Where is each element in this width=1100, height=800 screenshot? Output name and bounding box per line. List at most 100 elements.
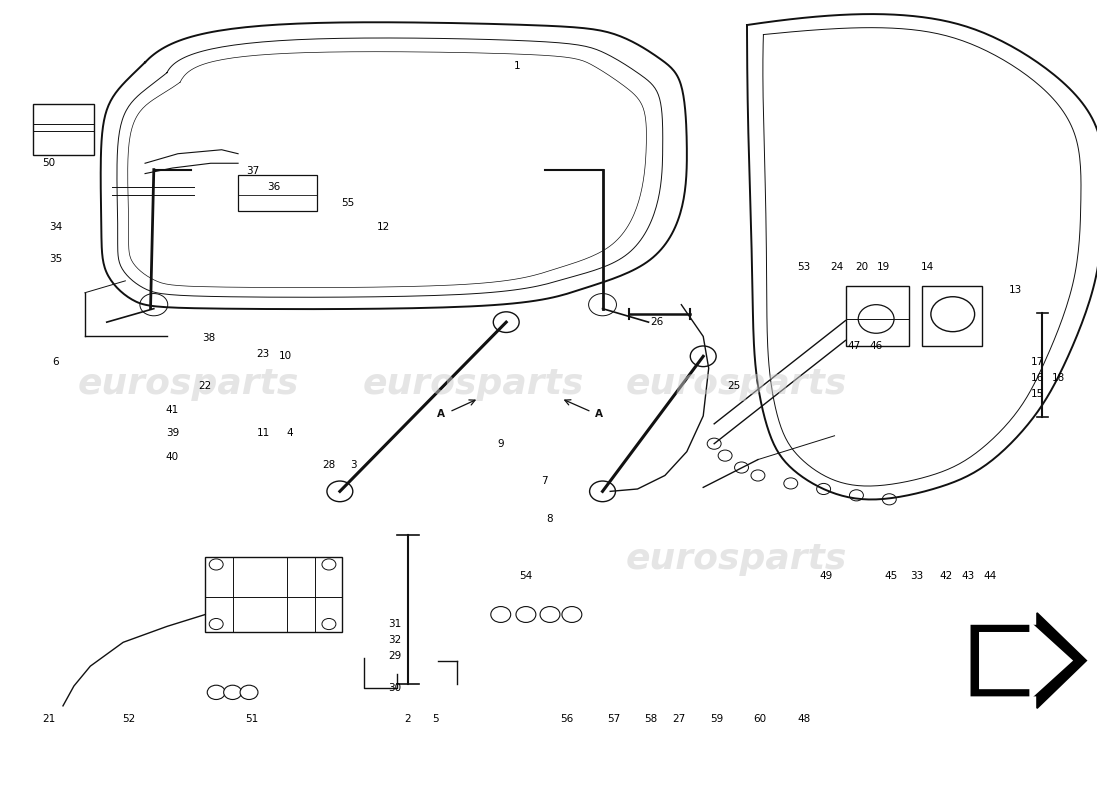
Text: 2: 2: [405, 714, 411, 724]
Text: 38: 38: [202, 333, 216, 343]
Text: 57: 57: [607, 714, 620, 724]
Text: 47: 47: [848, 341, 861, 351]
Text: eurosparts: eurosparts: [363, 367, 584, 401]
Text: 11: 11: [256, 428, 270, 438]
Text: 32: 32: [388, 635, 401, 645]
Circle shape: [223, 686, 242, 699]
Text: 56: 56: [560, 714, 573, 724]
Bar: [922, 286, 982, 346]
Text: 16: 16: [1031, 373, 1044, 382]
Bar: [33, 104, 94, 155]
Text: 20: 20: [856, 262, 869, 271]
Text: 33: 33: [910, 571, 923, 582]
Bar: [846, 286, 909, 346]
Text: 43: 43: [961, 571, 975, 582]
Circle shape: [209, 559, 223, 570]
Text: 42: 42: [939, 571, 953, 582]
Circle shape: [540, 606, 560, 622]
Text: 14: 14: [921, 262, 934, 271]
Text: 59: 59: [710, 714, 723, 724]
Text: 46: 46: [869, 341, 883, 351]
Text: eurosparts: eurosparts: [626, 542, 847, 576]
Circle shape: [691, 346, 716, 366]
Text: 19: 19: [877, 262, 890, 271]
Circle shape: [516, 606, 536, 622]
Text: 8: 8: [547, 514, 553, 524]
Text: 4: 4: [286, 428, 293, 438]
Circle shape: [707, 438, 722, 450]
Circle shape: [140, 294, 167, 316]
Circle shape: [816, 483, 831, 494]
Text: 45: 45: [884, 571, 898, 582]
Text: 53: 53: [798, 262, 811, 271]
Circle shape: [849, 490, 864, 501]
Text: 48: 48: [798, 714, 811, 724]
Text: 49: 49: [820, 571, 833, 582]
Text: 44: 44: [983, 571, 997, 582]
Text: eurosparts: eurosparts: [78, 367, 299, 401]
Text: 40: 40: [166, 452, 179, 462]
Text: 39: 39: [166, 428, 179, 438]
Text: 6: 6: [52, 357, 58, 367]
Text: 34: 34: [48, 222, 62, 232]
Text: eurosparts: eurosparts: [626, 367, 847, 401]
Text: 54: 54: [519, 571, 532, 582]
Circle shape: [590, 481, 616, 502]
Text: 5: 5: [432, 714, 439, 724]
Text: 28: 28: [322, 460, 335, 470]
Text: A: A: [437, 410, 444, 419]
Text: 41: 41: [166, 405, 179, 414]
Text: 25: 25: [727, 381, 740, 390]
Circle shape: [735, 462, 748, 473]
Text: 31: 31: [388, 619, 401, 629]
Text: 12: 12: [377, 222, 390, 232]
Circle shape: [718, 450, 733, 461]
Polygon shape: [979, 621, 1074, 700]
Text: 24: 24: [830, 262, 844, 271]
Text: 36: 36: [267, 182, 280, 192]
Text: 37: 37: [245, 166, 258, 176]
Text: 22: 22: [199, 381, 212, 390]
Text: 23: 23: [256, 349, 270, 359]
Text: 7: 7: [541, 476, 548, 486]
Text: 35: 35: [48, 254, 62, 263]
Text: A: A: [595, 410, 603, 419]
Text: 55: 55: [341, 198, 354, 208]
Circle shape: [491, 606, 510, 622]
Circle shape: [209, 618, 223, 630]
Polygon shape: [971, 613, 1087, 708]
Circle shape: [588, 294, 616, 316]
Text: 52: 52: [122, 714, 135, 724]
Text: 3: 3: [350, 460, 356, 470]
Text: 17: 17: [1031, 357, 1044, 367]
Text: 9: 9: [497, 438, 504, 449]
Text: 50: 50: [42, 158, 55, 168]
Circle shape: [493, 312, 519, 333]
Circle shape: [327, 481, 353, 502]
Text: 27: 27: [672, 714, 685, 724]
Text: 21: 21: [42, 714, 55, 724]
Text: 29: 29: [388, 651, 401, 661]
Bar: [238, 175, 317, 211]
Circle shape: [322, 559, 335, 570]
Text: 30: 30: [388, 682, 401, 693]
Text: 51: 51: [245, 714, 258, 724]
Text: 10: 10: [278, 351, 292, 362]
Circle shape: [784, 478, 798, 489]
Text: 15: 15: [1031, 389, 1044, 398]
Text: 60: 60: [754, 714, 767, 724]
Circle shape: [931, 297, 975, 332]
Circle shape: [322, 618, 335, 630]
Text: 18: 18: [1053, 373, 1066, 382]
Text: 58: 58: [645, 714, 658, 724]
Circle shape: [207, 686, 226, 699]
Text: 26: 26: [650, 317, 664, 327]
Circle shape: [751, 470, 764, 481]
Circle shape: [240, 686, 258, 699]
Circle shape: [882, 494, 896, 505]
Circle shape: [858, 305, 894, 334]
Circle shape: [562, 606, 582, 622]
Text: 13: 13: [1009, 286, 1022, 295]
Bar: [206, 557, 342, 632]
Text: 1: 1: [514, 62, 520, 71]
